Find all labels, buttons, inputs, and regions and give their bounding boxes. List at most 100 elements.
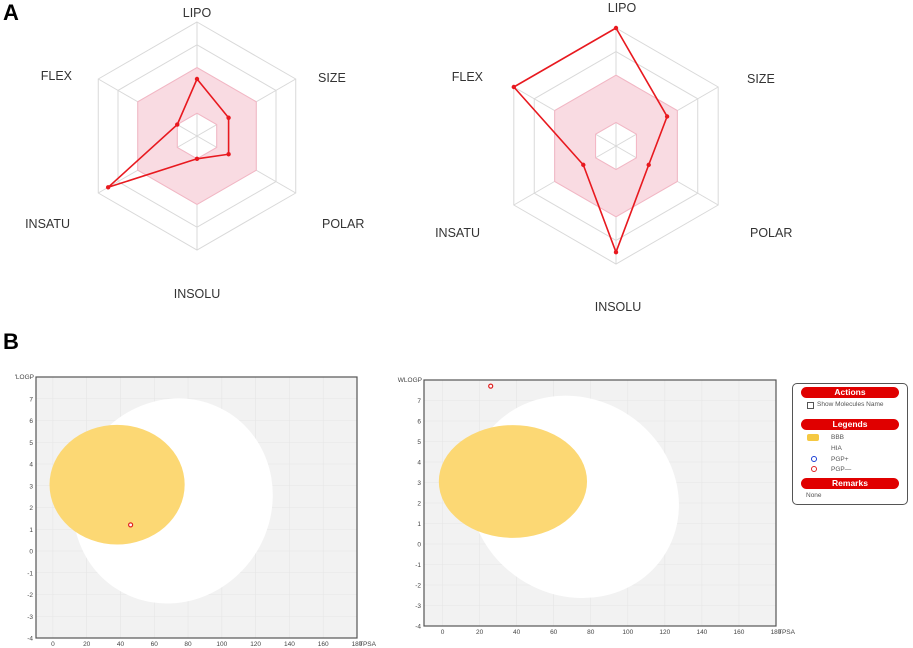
molecule-point — [128, 522, 134, 528]
blue-circle-icon — [811, 456, 817, 462]
x-tick-label: 180 — [771, 629, 782, 636]
y-tick-label: 4 — [417, 460, 421, 467]
y-tick-label: -1 — [27, 570, 33, 577]
radar-point — [194, 76, 200, 82]
y-tick-label: 7 — [417, 398, 421, 405]
y-axis-title: WLOGP — [398, 377, 422, 384]
x-tick-label: 120 — [250, 641, 261, 648]
y-tick-label: 5 — [29, 440, 33, 447]
show-names-checkbox[interactable] — [807, 402, 814, 409]
x-axis-title: TPSA — [778, 629, 796, 636]
x-tick-label: 100 — [622, 629, 633, 636]
x-tick-label: 160 — [318, 641, 329, 648]
boiled-egg-plot-1: 0 20 40 60 80 100 120 140 160 180 -4 -3 -2 -1 0 1 2 3 4 5 6 7… — [15, 374, 377, 648]
bbb-swatch — [807, 434, 819, 441]
radar-axis-label: LIPO — [183, 6, 212, 20]
y-tick-label: 3 — [417, 480, 421, 487]
radar-optimal-range — [137, 67, 257, 205]
radar-point — [511, 84, 517, 90]
legend-panel: Actions Show Molecules Name Legends BBB … — [792, 383, 908, 505]
radar-point — [105, 185, 111, 190]
x-tick-label: 140 — [696, 629, 707, 636]
bioavailability-radar-2: LIPO SIZE POLAR INSOLU INSATU FLEX — [435, 1, 792, 314]
y-tick-label: -3 — [27, 614, 33, 621]
radar-axis-label: POLAR — [750, 226, 792, 240]
remarks-header: Remarks — [801, 478, 899, 489]
y-tick-label: -2 — [27, 592, 33, 599]
radar-axis-label: INSOLU — [595, 300, 642, 314]
radar-axis-label: FLEX — [452, 70, 484, 84]
x-tick-label: 0 — [441, 629, 445, 636]
y-tick-label: 6 — [417, 419, 421, 426]
y-tick-label: -4 — [415, 624, 421, 631]
radar-point — [646, 162, 651, 168]
y-tick-label: 0 — [417, 542, 421, 549]
x-tick-label: 140 — [284, 641, 295, 648]
bbb-region — [438, 425, 588, 538]
x-tick-label: 20 — [476, 629, 484, 636]
remarks-text: None — [806, 492, 822, 499]
radar-point — [613, 25, 619, 31]
y-tick-label: 1 — [29, 527, 33, 534]
x-tick-label: 60 — [550, 629, 558, 636]
x-tick-label: 160 — [734, 629, 745, 636]
radar-axis-label: SIZE — [747, 72, 775, 86]
plot-frame — [35, 376, 358, 639]
y-tick-label: 2 — [417, 501, 421, 508]
boiled-egg-plot-2: 0 20 40 60 80 100 120 140 160 180 -4 -3 -2 -1 0 1 2 3 4 5 6 7… — [398, 377, 796, 636]
y-tick-label: 6 — [29, 418, 33, 425]
y-tick-label: -4 — [27, 636, 33, 643]
panel-label-b: B — [3, 329, 19, 354]
legend-item-bbb: BBB — [831, 434, 845, 441]
radar-axis-label: FLEX — [41, 69, 73, 83]
molecule-point — [488, 383, 494, 389]
radar-point — [581, 162, 586, 168]
x-tick-label: 0 — [51, 641, 55, 648]
radar-point — [613, 250, 619, 255]
radar-point — [664, 114, 670, 119]
x-tick-label: 100 — [216, 641, 227, 648]
y-tick-label: -2 — [415, 583, 421, 590]
radar-point — [226, 152, 231, 157]
x-tick-label: 40 — [513, 629, 521, 636]
radar-optimal-range — [554, 74, 678, 218]
radar-axis-label: SIZE — [318, 71, 346, 85]
panel-label-a: A — [3, 0, 19, 25]
radar-axis-label: LIPO — [608, 1, 637, 15]
legend-item-hia: HIA — [831, 445, 842, 452]
bioavailability-radar-1: LIPO SIZE POLAR INSOLU INSATU FLEX — [25, 6, 364, 301]
radar-point — [175, 122, 180, 127]
y-tick-label: 0 — [29, 549, 33, 556]
x-axis-title: TPSA — [359, 641, 377, 648]
bbb-region — [49, 424, 185, 545]
actions-header: Actions — [801, 387, 899, 398]
y-axis-title: 'LOGP — [15, 374, 34, 381]
plot-frame — [423, 379, 777, 627]
y-tick-label: -3 — [415, 603, 421, 610]
x-tick-label: 80 — [184, 641, 192, 648]
x-tick-label: 40 — [117, 641, 125, 648]
y-tick-label: -1 — [415, 562, 421, 569]
legend-item-pgp-plus: PGP+ — [831, 456, 849, 463]
radar-axis-label: POLAR — [322, 217, 364, 231]
radar-axis-label: INSOLU — [174, 287, 221, 301]
x-tick-label: 120 — [659, 629, 670, 636]
x-tick-label: 20 — [83, 641, 91, 648]
show-names-label: Show Molecules Name — [817, 401, 884, 408]
y-tick-label: 3 — [29, 483, 33, 490]
y-tick-label: 2 — [29, 505, 33, 512]
legend-item-pgp-minus: PGP— — [831, 466, 852, 473]
y-tick-label: 4 — [29, 462, 33, 469]
legends-header: Legends — [801, 419, 899, 430]
radar-axis-label: INSATU — [435, 226, 480, 240]
y-tick-label: 1 — [417, 521, 421, 528]
radar-point — [194, 156, 200, 161]
x-tick-label: 180 — [352, 641, 363, 648]
x-tick-label: 80 — [587, 629, 595, 636]
x-tick-label: 60 — [151, 641, 159, 648]
y-tick-label: 5 — [417, 439, 421, 446]
radar-axis-label: INSATU — [25, 217, 70, 231]
y-tick-label: 7 — [29, 396, 33, 403]
radar-point — [226, 115, 231, 120]
